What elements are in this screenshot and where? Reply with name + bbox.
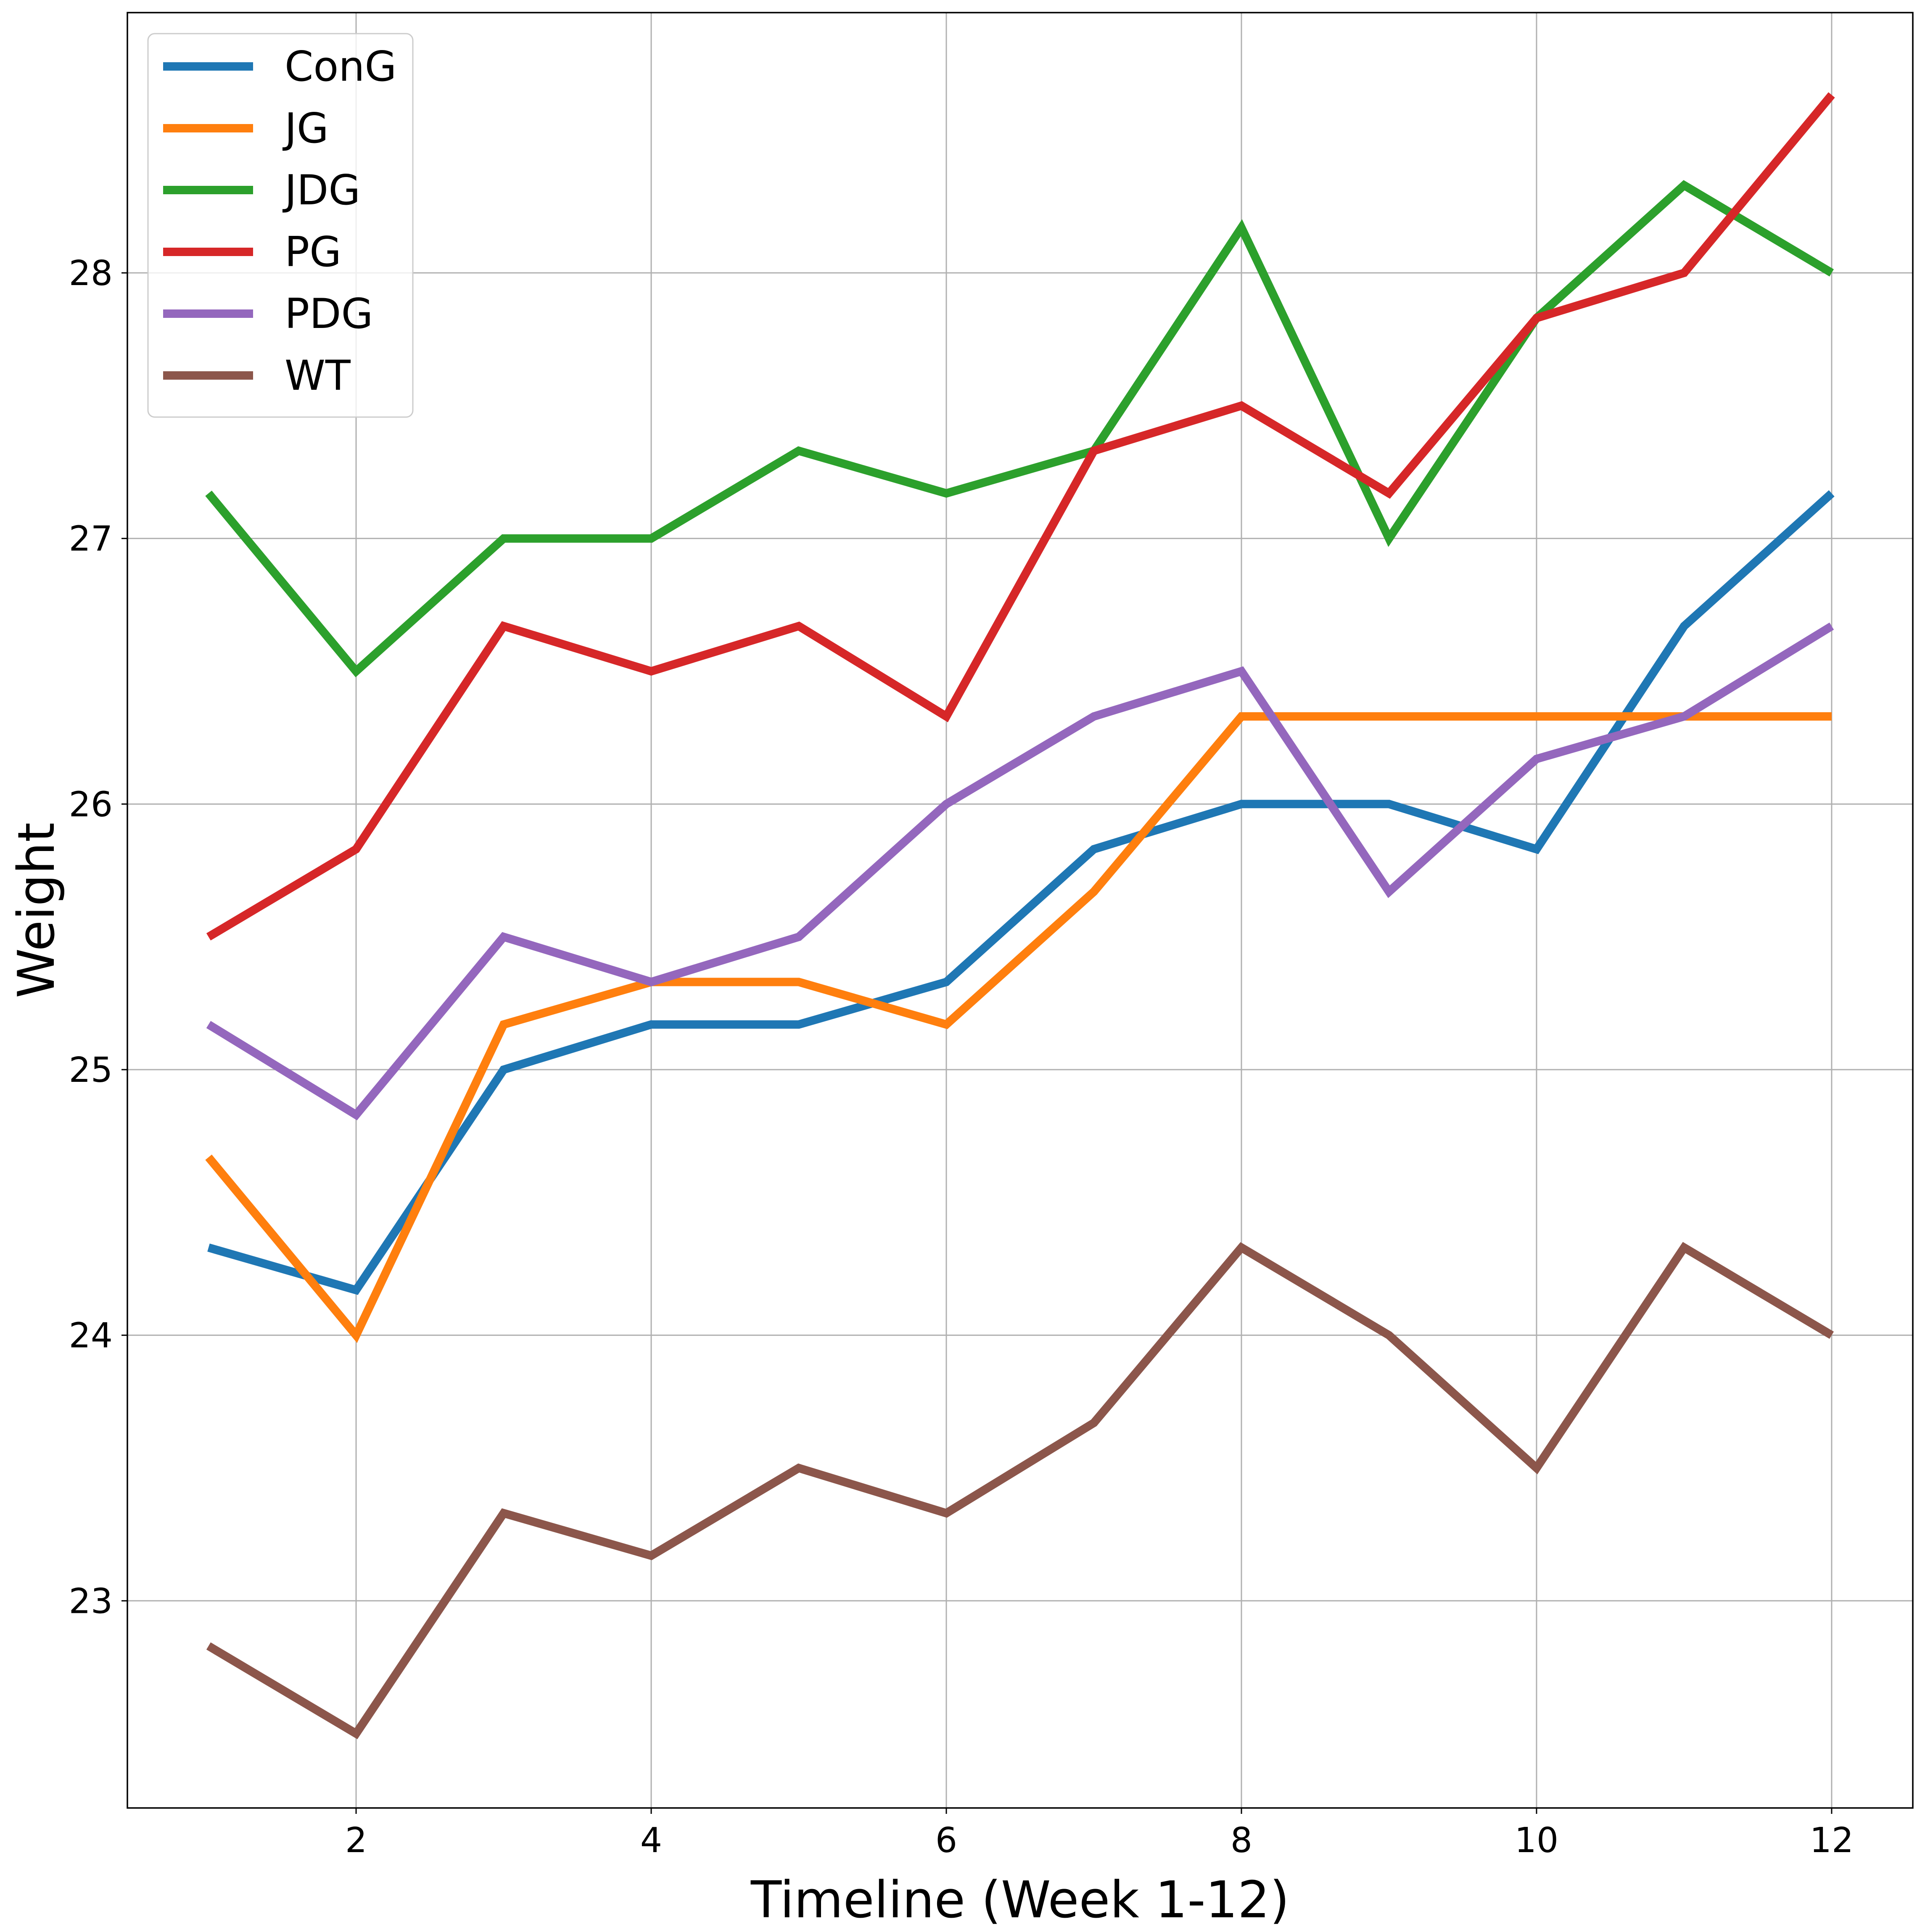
y-tick-label: 26 (69, 785, 113, 825)
series-line-wt (206, 1242, 1834, 1739)
x-tick-label: 2 (345, 1821, 367, 1861)
plot-frame (127, 12, 1914, 1809)
y-tick-label: 23 (69, 1581, 113, 1621)
y-tick-label: 28 (69, 254, 113, 293)
x-tick-label: 4 (640, 1821, 662, 1861)
legend-label-pdg: PDG (285, 290, 373, 338)
x-axis-ticks: 2 4 6 8 10 12 (345, 1808, 1854, 1861)
series-line-jdg (205, 180, 1834, 677)
legend-label-jdg: JDG (282, 167, 360, 214)
y-axis-ticks: 23 24 25 26 27 28 (69, 254, 127, 1621)
legend-label-cong: ConG (285, 43, 396, 91)
legend: ConG JG JDG PG PDG WT (147, 33, 414, 418)
y-axis-title: Weight (8, 822, 66, 998)
series-line-jg (205, 712, 1832, 1343)
x-axis-title: Timeline (Week 1-12) (750, 1871, 1289, 1929)
x-tick-label: 6 (935, 1821, 957, 1861)
legend-label-wt: WT (285, 352, 351, 400)
legend-label-jg: JG (282, 105, 329, 153)
y-tick-label: 25 (69, 1050, 113, 1090)
grid (127, 13, 1913, 1808)
y-tick-label: 24 (69, 1316, 113, 1356)
series-lines (205, 92, 1835, 1739)
x-tick-label: 12 (1810, 1821, 1854, 1861)
x-tick-label: 10 (1515, 1821, 1558, 1861)
x-tick-label: 8 (1231, 1821, 1252, 1861)
series-line-pdg (206, 622, 1834, 1121)
legend-box (147, 33, 414, 418)
y-tick-label: 27 (69, 519, 113, 559)
series-line-cong (207, 490, 1835, 1295)
legend-label-pg: PG (285, 228, 341, 276)
series-line-pg (206, 92, 1835, 941)
